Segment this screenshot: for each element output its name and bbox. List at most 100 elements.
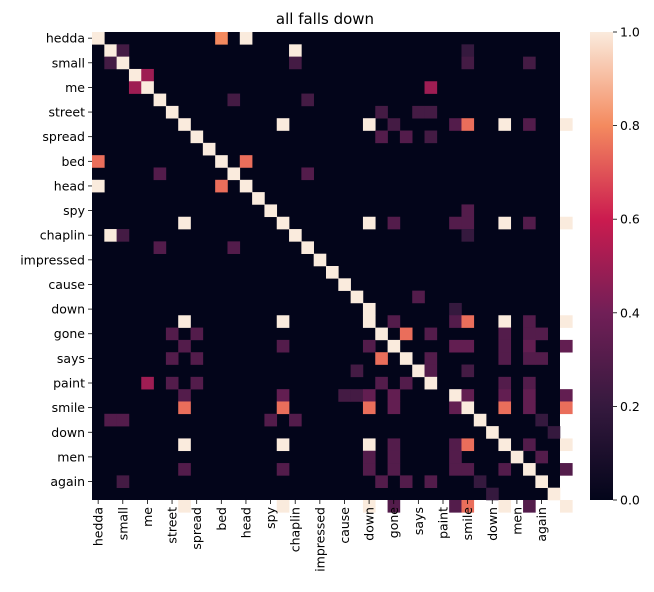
heatmap-cell: [560, 216, 573, 230]
heatmap-cell: [289, 413, 302, 427]
colorbar-tick-label: 0.8: [620, 118, 640, 133]
heatmap-cell: [498, 315, 512, 328]
x-tick-label: chaplin: [288, 507, 303, 552]
heatmap-cell: [362, 450, 376, 464]
heatmap-cell: [128, 68, 142, 82]
heatmap-cell: [523, 339, 536, 353]
heatmap-cell: [523, 315, 536, 328]
heatmap-cell: [362, 389, 376, 402]
y-tick-label: street: [48, 105, 85, 120]
y-tick-label: hedda: [46, 31, 85, 46]
heatmap-cell: [116, 44, 130, 57]
heatmap-cell: [362, 216, 376, 230]
heatmap-cell: [178, 216, 191, 230]
heatmap-cell: [313, 253, 327, 267]
heatmap-cell: [461, 229, 475, 242]
heatmap-cell: [399, 130, 413, 144]
heatmap-cell: [153, 93, 167, 107]
heatmap-cell: [276, 339, 290, 353]
heatmap-cell: [165, 327, 179, 341]
heatmap-cell: [424, 81, 438, 94]
heatmap-cell: [276, 463, 290, 476]
heatmap-cell: [424, 475, 438, 488]
heatmap-cell: [387, 315, 401, 328]
heatmap-cell: [116, 475, 130, 488]
heatmap-cell: [498, 376, 512, 390]
x-tick-label: street: [165, 507, 180, 544]
heatmap-cell: [289, 56, 302, 70]
heatmap-cell: [227, 93, 241, 107]
heatmap-cell: [523, 500, 536, 513]
heatmap-cell: [461, 118, 475, 131]
heatmap-cell: [535, 475, 548, 488]
heatmap-cell: [399, 327, 413, 341]
heatmap-cell: [523, 216, 536, 230]
heatmap-cell: [104, 229, 117, 242]
heatmap-cell: [461, 216, 475, 230]
heatmap-cell: [264, 204, 278, 218]
heatmap-cell: [523, 463, 536, 476]
y-tick-label: spy: [63, 203, 85, 218]
heatmap-cell: [165, 376, 179, 390]
heatmap-cell: [498, 339, 512, 353]
heatmap-cell: [449, 216, 462, 230]
y-tick-label: down: [51, 302, 85, 317]
heatmap-cell: [141, 68, 154, 82]
heatmap-cell: [424, 105, 438, 119]
heatmap-cell: [239, 155, 253, 168]
heatmap-cell: [178, 339, 191, 353]
x-tick-label: men: [509, 507, 524, 535]
heatmap-cell: [362, 500, 376, 513]
heatmap-cell: [498, 389, 512, 402]
heatmap-cell: [153, 241, 167, 254]
heatmap-cell: [424, 327, 438, 341]
heatmap-cell: [350, 389, 364, 402]
heatmap-cell: [461, 401, 475, 415]
heatmap-cell: [301, 241, 314, 254]
heatmap-cell: [362, 438, 376, 452]
x-tick-label: down: [362, 507, 377, 541]
heatmap-cell: [535, 352, 548, 365]
heatmap-cell: [461, 339, 475, 353]
y-tick-label: bed: [61, 154, 85, 169]
heatmap-cell: [547, 487, 561, 501]
heatmap-cell: [523, 352, 536, 365]
heatmap-cell: [510, 450, 524, 464]
heatmap-cell: [387, 216, 401, 230]
colorbar-tick-label: 0.6: [620, 212, 640, 227]
heatmap-cell: [399, 352, 413, 365]
heatmap-cell: [387, 438, 401, 452]
x-tick-label: head: [238, 507, 253, 538]
heatmap-cell: [535, 413, 548, 427]
heatmap-cell: [202, 142, 216, 156]
heatmap-cell: [523, 389, 536, 402]
heatmap-cell: [560, 401, 573, 415]
heatmap-cell: [523, 438, 536, 452]
y-tick-label: small: [52, 55, 85, 70]
heatmap-cell: [560, 118, 573, 131]
heatmap-cell: [523, 376, 536, 390]
heatmap-cell: [387, 118, 401, 131]
heatmap-cell: [239, 32, 253, 45]
heatmap-cell: [104, 413, 117, 427]
heatmap-cell: [424, 130, 438, 144]
heatmap-cell: [560, 463, 573, 476]
heatmap-cell: [412, 290, 425, 304]
heatmap-cell: [276, 438, 290, 452]
x-tick-label: paint: [436, 507, 451, 539]
heatmap-cell: [190, 376, 204, 390]
heatmap-cell: [387, 463, 401, 476]
heatmap-cell: [461, 500, 475, 513]
heatmap-cell: [412, 105, 425, 119]
heatmap-cell: [387, 401, 401, 415]
heatmap-cell: [449, 389, 462, 402]
heatmap-cell: [412, 364, 425, 378]
heatmap-cell: [461, 364, 475, 378]
heatmap-cell: [215, 179, 228, 193]
heatmap-cell: [498, 438, 512, 452]
heatmap-cell: [116, 229, 130, 242]
heatmap-cell: [498, 118, 512, 131]
heatmap-cell: [375, 130, 388, 144]
heatmap-cell: [461, 438, 475, 452]
heatmap-cell: [92, 32, 105, 45]
